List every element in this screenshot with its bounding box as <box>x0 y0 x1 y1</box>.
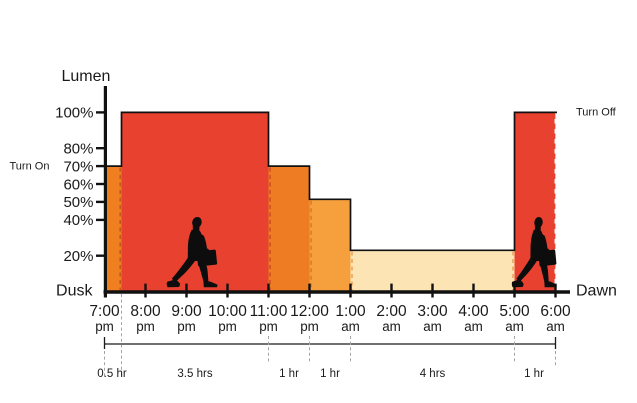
svg-text:70%: 70% <box>63 158 93 175</box>
svg-text:4:00: 4:00 <box>458 303 489 320</box>
svg-text:5:00: 5:00 <box>499 303 530 320</box>
svg-text:1 hr: 1 hr <box>279 368 299 380</box>
svg-text:12:00: 12:00 <box>290 303 329 320</box>
svg-text:9:00: 9:00 <box>171 303 202 320</box>
svg-text:100%: 100% <box>55 105 93 122</box>
svg-text:7:00: 7:00 <box>89 303 120 320</box>
svg-text:am: am <box>546 319 565 334</box>
svg-text:1:00: 1:00 <box>335 303 366 320</box>
svg-text:Dawn: Dawn <box>576 283 617 300</box>
svg-text:am: am <box>464 319 483 334</box>
svg-text:2:00: 2:00 <box>376 303 407 320</box>
svg-text:4 hrs: 4 hrs <box>420 368 446 380</box>
svg-text:20%: 20% <box>63 248 93 265</box>
svg-text:50%: 50% <box>63 194 93 211</box>
svg-text:pm: pm <box>95 319 114 334</box>
svg-text:pm: pm <box>259 319 278 334</box>
svg-text:pm: pm <box>300 319 319 334</box>
svg-text:1 hr: 1 hr <box>524 368 544 380</box>
svg-text:6:00: 6:00 <box>540 303 571 320</box>
svg-text:40%: 40% <box>63 212 93 229</box>
svg-text:0.5 hr: 0.5 hr <box>97 368 127 380</box>
svg-text:pm: pm <box>218 319 237 334</box>
svg-text:80%: 80% <box>63 141 93 158</box>
svg-text:1 hr: 1 hr <box>320 368 340 380</box>
svg-text:60%: 60% <box>63 176 93 193</box>
svg-text:am: am <box>505 319 524 334</box>
svg-text:pm: pm <box>136 319 155 334</box>
svg-text:am: am <box>423 319 442 334</box>
svg-text:Lumen: Lumen <box>62 68 111 85</box>
svg-text:11:00: 11:00 <box>250 303 288 320</box>
svg-text:am: am <box>341 319 360 334</box>
svg-text:3:00: 3:00 <box>417 303 448 320</box>
svg-text:Turn On: Turn On <box>10 160 50 172</box>
svg-text:3.5 hrs: 3.5 hrs <box>177 368 212 380</box>
svg-text:Dusk: Dusk <box>56 282 93 299</box>
svg-text:Turn Off: Turn Off <box>576 106 617 118</box>
svg-text:am: am <box>382 319 401 334</box>
svg-text:10:00: 10:00 <box>208 303 247 320</box>
svg-text:pm: pm <box>177 319 196 334</box>
svg-text:8:00: 8:00 <box>130 303 161 320</box>
